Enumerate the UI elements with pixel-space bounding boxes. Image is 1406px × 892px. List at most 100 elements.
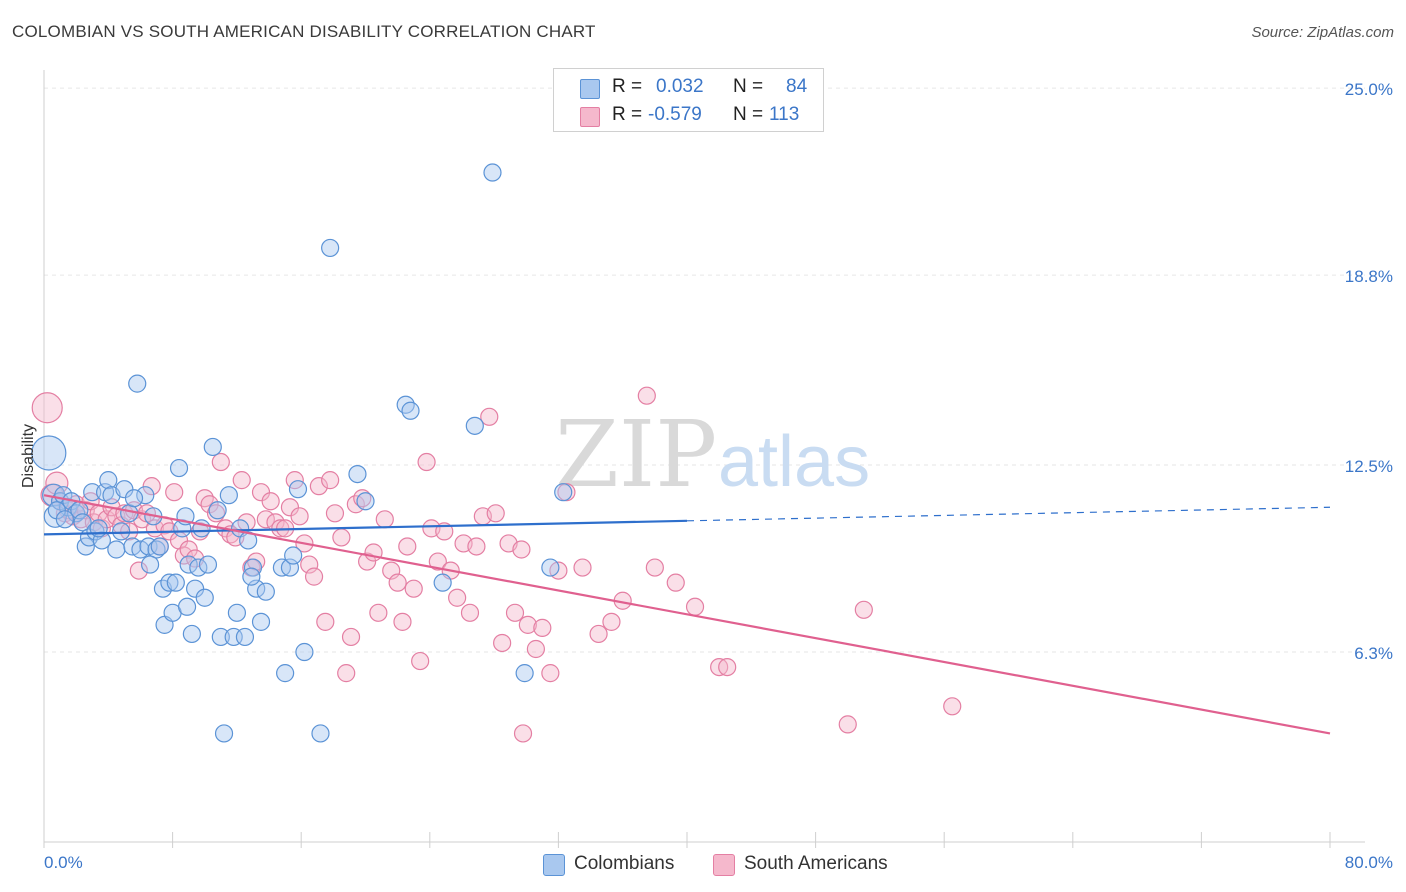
data-point-colombians: [99, 471, 118, 490]
data-point-south-americans: [304, 567, 324, 586]
n-value: 84: [786, 76, 808, 97]
data-point-south-americans: [251, 483, 271, 502]
data-point-colombians: [150, 537, 169, 556]
data-point-colombians: [211, 627, 230, 647]
data-point-colombians: [186, 579, 205, 598]
tick-labels: 6.3% 12.5% 18.8% 25.0% 0.0% 80.0%: [44, 80, 1393, 872]
data-point-south-americans: [448, 588, 467, 607]
data-point-south-americans: [493, 633, 512, 653]
data-point-south-americans: [341, 627, 361, 647]
data-point-south-americans: [261, 492, 280, 511]
data-point-south-americans: [179, 540, 198, 559]
y-tick-label: 6.3%: [1354, 644, 1393, 663]
data-point-south-americans: [206, 504, 226, 523]
data-point-south-americans: [300, 555, 319, 574]
blue-swatch: [580, 79, 600, 99]
source-credit: Source: ZipAtlas.com: [1251, 24, 1394, 41]
data-point-south-americans: [637, 386, 656, 405]
data-point-south-americans: [325, 504, 345, 523]
data-point-colombians: [227, 603, 246, 622]
data-point-colombians: [280, 558, 300, 577]
data-point-south-americans: [645, 558, 664, 577]
pink-swatch: [580, 107, 600, 127]
data-point-colombians: [348, 464, 367, 484]
data-point-south-americans: [174, 546, 193, 565]
data-point-colombians: [67, 504, 86, 523]
data-point-south-americans: [398, 537, 417, 556]
data-point-colombians: [465, 416, 484, 435]
blue-swatch: [543, 854, 565, 876]
y-tick-label: 18.8%: [1345, 267, 1393, 286]
data-point-colombians: [256, 582, 275, 601]
data-point-south-americans: [309, 477, 328, 496]
data-point-south-americans: [486, 504, 505, 523]
data-point-south-americans: [337, 664, 356, 683]
data-point-south-americans: [460, 603, 480, 622]
data-point-colombians: [177, 597, 197, 616]
data-point-colombians: [311, 724, 330, 743]
data-point-south-americans: [467, 537, 486, 556]
data-point-south-americans: [388, 573, 407, 592]
data-point-south-americans: [316, 612, 335, 631]
data-point-south-americans: [666, 573, 685, 592]
data-point-south-americans: [332, 528, 351, 547]
data-point-colombians: [251, 612, 271, 631]
data-point-south-americans: [428, 552, 447, 571]
data-point-south-americans: [211, 452, 230, 472]
axes: [43, 70, 1365, 848]
stats-legend: R = 0.032 N = 84 R = -0.579 N = 113: [553, 68, 824, 132]
x-tick-label: 0.0%: [44, 853, 83, 872]
r-label: R =: [612, 104, 643, 125]
data-point-colombians: [284, 546, 303, 565]
data-point-colombians: [92, 531, 111, 550]
data-point-south-americans: [602, 612, 621, 631]
data-point-south-americans: [943, 697, 962, 716]
data-point-south-americans: [505, 603, 525, 622]
data-point-colombians: [195, 588, 214, 607]
data-point-colombians: [120, 504, 139, 523]
y-tick-label: 12.5%: [1345, 457, 1393, 476]
trend-line-south-americans: [43, 494, 1331, 735]
data-point-south-americans: [266, 513, 285, 532]
data-point-south-americans: [513, 724, 533, 743]
data-point-colombians: [31, 435, 67, 471]
data-point-colombians: [160, 573, 179, 592]
data-point-colombians: [356, 492, 375, 511]
data-point-south-americans: [375, 510, 394, 529]
data-point-south-americans: [232, 471, 251, 490]
data-point-colombians: [288, 480, 308, 499]
data-point-colombians: [115, 480, 134, 499]
data-point-south-americans: [393, 612, 412, 631]
n-label: N =: [733, 76, 764, 97]
data-point-south-americans: [353, 489, 372, 508]
data-point-south-americans: [589, 624, 608, 644]
data-point-colombians: [140, 555, 160, 574]
data-point-south-americans: [165, 483, 184, 502]
data-point-south-americans: [685, 597, 705, 616]
n-value: 113: [769, 104, 800, 125]
data-point-south-americans: [142, 477, 161, 496]
data-point-south-americans: [518, 615, 537, 634]
data-point-south-americans: [480, 407, 499, 426]
data-point-south-americans: [417, 452, 436, 472]
pink-swatch: [713, 854, 735, 876]
data-point-south-americans: [512, 540, 531, 559]
data-point-colombians: [295, 642, 314, 662]
data-point-south-americans: [404, 579, 423, 598]
data-point-south-americans: [526, 639, 545, 659]
data-point-colombians: [243, 558, 263, 577]
data-point-south-americans: [411, 651, 430, 671]
series-legend: Colombians South Americans: [0, 852, 1406, 878]
data-point-south-americans: [718, 657, 737, 677]
data-point-colombians: [321, 238, 340, 258]
r-label: R =: [612, 76, 643, 97]
data-point-colombians: [203, 437, 222, 457]
data-point-colombians: [166, 573, 185, 592]
data-point-colombians: [483, 163, 502, 182]
data-point-colombians: [86, 522, 105, 541]
data-point-colombians: [208, 501, 227, 520]
trend-line-colombians: [43, 519, 688, 536]
data-point-colombians: [169, 458, 189, 478]
data-point-south-americans: [533, 618, 552, 637]
